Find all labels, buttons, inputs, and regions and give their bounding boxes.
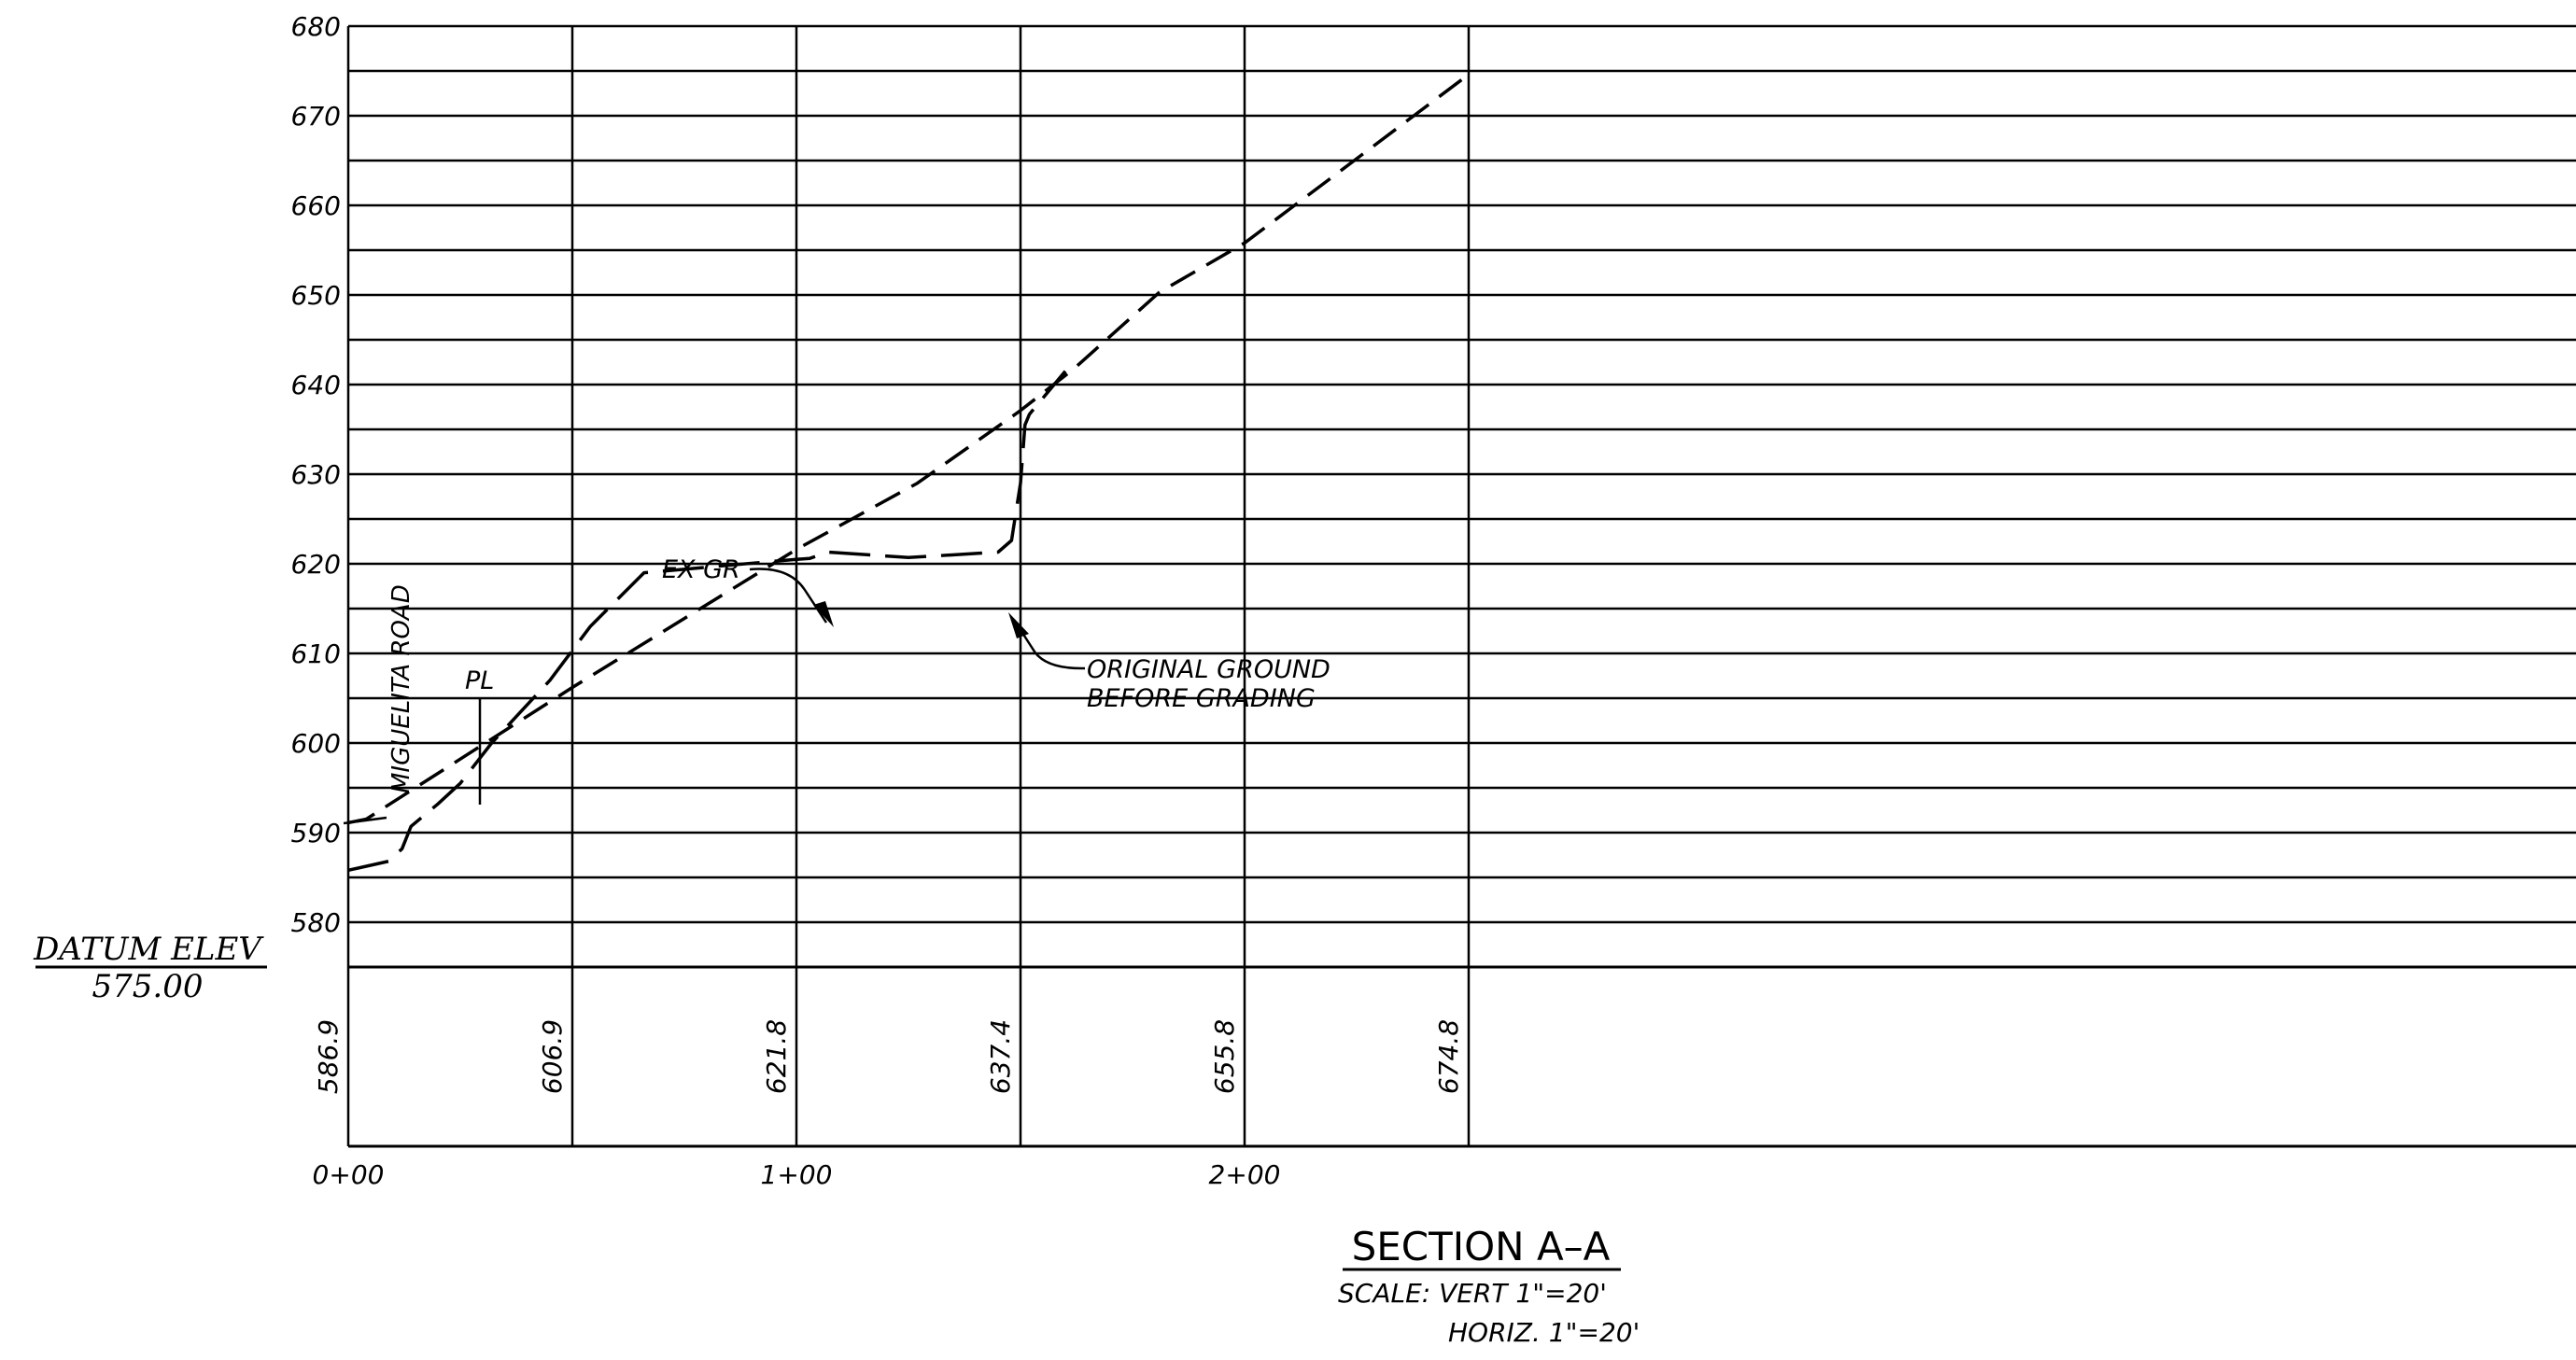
elevation-label-150: 637.4 [985,1019,1016,1094]
ex-gr-arrowhead [813,601,834,627]
elevation-label-100: 621.8 [761,1019,792,1094]
road-label: MIGUELITA ROAD [387,584,415,793]
elevation-label-50: 606.9 [537,1019,568,1094]
elevation-label-0: 586.9 [313,1019,344,1094]
elevation-labels: 586.9 606.9 621.8 637.4 655.8 674.8 [313,1019,1464,1094]
series-line-0 [347,370,1067,873]
y-tick-label-620: 620 [291,549,341,580]
station-label-200: 2+00 [1209,1159,1281,1190]
grid [346,24,2576,1148]
original-ground-label-line2: BEFORE GRADING [1087,684,1316,713]
y-tick-label-600: 600 [291,728,341,759]
y-tick-label-670: 670 [291,101,341,132]
y-tick-label-680: 680 [291,11,341,42]
pl-label: PL [465,666,494,695]
station-label-0: 0+00 [313,1159,385,1190]
station-label-100: 1+00 [761,1159,833,1190]
y-tick-label-590: 590 [291,818,341,848]
profile-series [347,73,1471,873]
x-tick-labels: 0+00 1+00 2+00 [313,1159,1281,1190]
scale-horizontal: HORIZ. 1"=20' [1448,1317,1640,1348]
y-tick-label-610: 610 [291,638,341,669]
original-ground-leader [1012,619,1086,670]
y-tick-label-630: 630 [291,459,341,490]
annotations: EX GR ORIGINAL GROUND BEFORE GRADING PL … [33,555,1640,1348]
original-ground-arrowhead [1008,612,1029,638]
original-ground-label-line1: ORIGINAL GROUND [1087,655,1330,684]
y-tick-label-580: 580 [291,907,341,938]
section-title: SECTION A–A [1352,1224,1611,1269]
y-tick-label-640: 640 [291,370,341,400]
elevation-label-250: 674.8 [1433,1019,1464,1094]
scale-vertical: SCALE: VERT 1"=20' [1338,1278,1607,1309]
y-tick-labels: 580 590 600 610 620 630 640 650 660 670 680 [291,11,341,938]
datum-value: 575.00 [92,968,204,1005]
road-edge-line [343,816,387,825]
ex-gr-label: EX GR [662,555,740,584]
datum-label: DATUM ELEV [33,931,264,968]
y-tick-label-650: 650 [291,280,341,311]
ex-gr-leader [749,568,828,624]
elevation-label-200: 655.8 [1209,1019,1240,1094]
y-tick-label-660: 660 [291,190,341,221]
series-line-1 [347,73,1471,825]
